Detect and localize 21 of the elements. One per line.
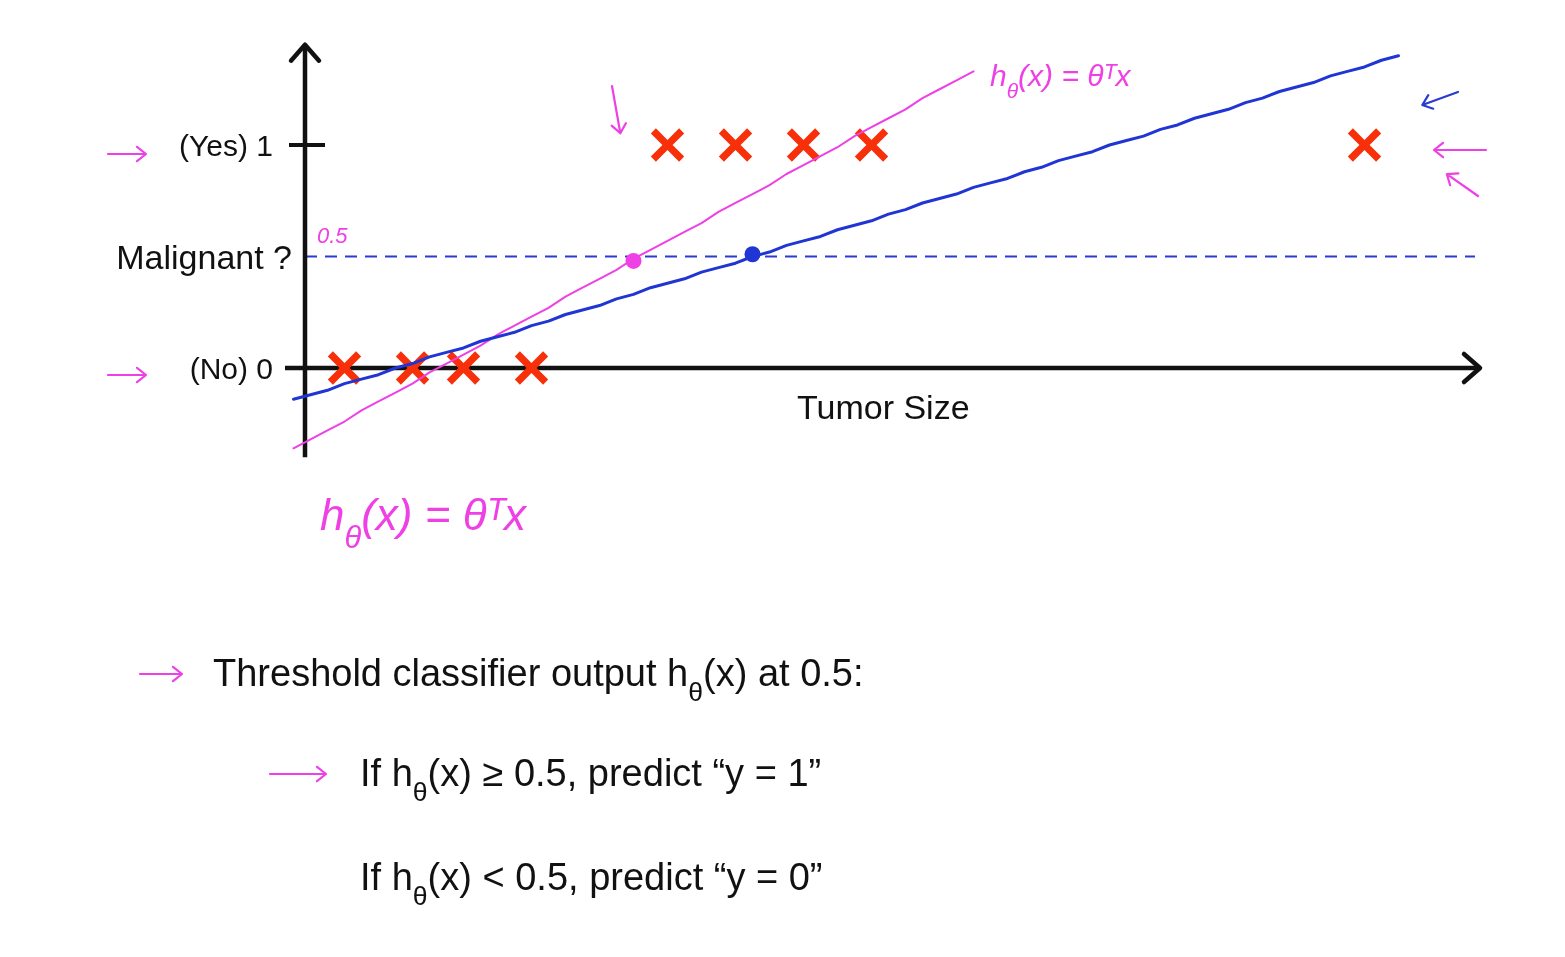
ref-line-label: 0.5 bbox=[317, 222, 349, 248]
point bbox=[446, 351, 481, 385]
text: Threshold classifier output h$_{θ}$(x) at 0.5: bbox=[213, 652, 864, 707]
annotation: h$_{θ}$(x) = θᵀx bbox=[990, 59, 1132, 102]
x-axis-title: Tumor Size bbox=[797, 388, 970, 426]
line-series bbox=[292, 70, 975, 450]
point bbox=[854, 128, 889, 162]
point bbox=[625, 252, 642, 269]
point bbox=[744, 246, 761, 263]
text: If h$_{θ}$(x) < 0.5, predict “y = 0” bbox=[360, 856, 823, 911]
point bbox=[718, 128, 753, 162]
point bbox=[1347, 128, 1382, 162]
point bbox=[327, 351, 362, 385]
y-tick-label: (Yes) 1 bbox=[179, 129, 273, 162]
point bbox=[514, 351, 549, 385]
text: If h$_{θ}$(x) ≥ 0.5, predict “y = 1” bbox=[360, 752, 822, 807]
point bbox=[786, 128, 821, 162]
y-axis-title: Malignant ? bbox=[116, 237, 292, 276]
y-tick-label: (No) 0 bbox=[189, 352, 273, 385]
text: h$_{θ}$(x) = θᵀx bbox=[320, 490, 528, 555]
point bbox=[650, 128, 685, 162]
